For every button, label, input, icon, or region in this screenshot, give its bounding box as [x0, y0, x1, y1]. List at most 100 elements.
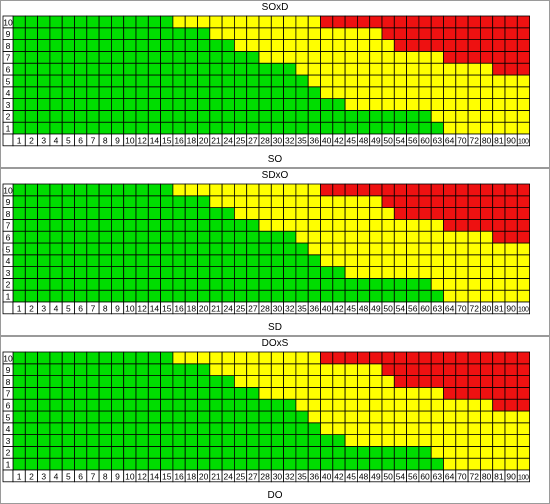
heatmap-cell — [516, 86, 530, 100]
heatmap-cell — [295, 15, 309, 29]
x-tick-label: 100 — [518, 138, 529, 145]
heatmap-cell — [381, 195, 395, 208]
heatmap-cell — [443, 51, 457, 64]
heatmap-cell — [221, 219, 235, 232]
heatmap-cell — [455, 230, 469, 244]
heatmap-cell — [332, 375, 346, 388]
x-tick-label: 72 — [470, 471, 480, 481]
heatmap-cell — [98, 398, 112, 412]
x-tick-label: 72 — [470, 135, 480, 145]
heatmap-cell — [147, 422, 162, 436]
heatmap-cell — [332, 422, 346, 436]
heatmap-cell — [283, 207, 297, 220]
heatmap-cell — [209, 62, 223, 76]
heatmap-cell — [332, 15, 346, 29]
heatmap-cell — [24, 207, 38, 220]
y-tick-label: 8 — [6, 377, 11, 387]
heatmap-cell — [209, 195, 223, 208]
heatmap-cell — [184, 121, 198, 135]
heatmap-cell — [86, 98, 100, 111]
heatmap-cell — [98, 15, 112, 29]
x-tick-label: 56 — [408, 471, 418, 481]
x-tick-label: 64 — [445, 303, 455, 313]
heatmap-cell — [246, 62, 260, 76]
heatmap-cell — [74, 351, 88, 365]
heatmap-cell — [37, 266, 51, 279]
x-tick-label: 10 — [125, 303, 135, 313]
heatmap-cell — [516, 278, 530, 291]
heatmap-cell — [455, 422, 469, 436]
heatmap-cell — [356, 27, 371, 40]
heatmap-cell — [283, 86, 297, 100]
heatmap-cell — [233, 254, 248, 268]
heatmap-cell — [344, 74, 358, 88]
heatmap-cell — [209, 230, 223, 244]
heatmap-cell — [37, 446, 51, 459]
x-tick-label: 63 — [433, 471, 443, 481]
heatmap-cell — [270, 39, 284, 52]
heatmap-cell — [61, 266, 75, 279]
heatmap-cell — [307, 183, 321, 197]
heatmap-cell — [49, 351, 63, 365]
heatmap-cell — [504, 219, 518, 232]
heatmap-cell — [332, 74, 346, 88]
heatmap-cell — [320, 278, 334, 291]
heatmap-cell — [320, 110, 334, 123]
heatmap-cell — [209, 457, 223, 471]
heatmap-cell — [320, 74, 334, 88]
heatmap-cell — [74, 121, 88, 135]
heatmap-cell — [172, 195, 186, 208]
heatmap-cell — [467, 207, 481, 220]
heatmap-cell — [49, 86, 63, 100]
heatmap-cell — [258, 230, 272, 244]
x-tick-label: 27 — [248, 135, 258, 145]
heatmap-cell — [332, 51, 346, 64]
heatmap-cell — [221, 51, 235, 64]
heatmap-cell — [430, 183, 444, 197]
heatmap-cell — [320, 51, 334, 64]
heatmap-cell — [295, 410, 309, 424]
heatmap-cell — [24, 457, 38, 471]
heatmap-cell — [295, 86, 309, 100]
heatmap-cell — [61, 121, 75, 135]
heatmap-cell — [172, 183, 186, 197]
heatmap-cell — [381, 254, 395, 268]
heatmap-cell — [233, 230, 248, 244]
heatmap-cell — [209, 242, 223, 256]
heatmap-cell — [61, 15, 75, 29]
heatmap-cell — [393, 422, 407, 436]
y-tick-label: 4 — [6, 88, 11, 98]
heatmap-cell — [430, 98, 444, 111]
heatmap-cell — [209, 51, 223, 64]
heatmap-cell — [12, 254, 26, 268]
heatmap-cell — [160, 242, 174, 256]
heatmap-cell — [209, 219, 223, 232]
heatmap-cell — [270, 86, 284, 100]
heatmap-cell — [455, 446, 469, 459]
heatmap-cell — [381, 387, 395, 400]
heatmap-cell — [147, 207, 162, 220]
heatmap-cell — [344, 278, 358, 291]
heatmap-cell — [430, 86, 444, 100]
heatmap-cell — [61, 398, 75, 412]
heatmap-cell — [246, 387, 260, 400]
heatmap-cell — [492, 363, 506, 376]
heatmap-cell — [516, 254, 530, 268]
heatmap-cell — [74, 195, 88, 208]
heatmap-cell — [147, 27, 162, 40]
heatmap-cell — [369, 207, 383, 220]
heatmap-cell — [430, 363, 444, 376]
heatmap-cell — [406, 387, 420, 400]
heatmap-cell — [233, 446, 248, 459]
heatmap-cell — [320, 27, 334, 40]
heatmap-cell — [393, 62, 407, 76]
heatmap-cell — [492, 422, 506, 436]
heatmap-cell — [479, 62, 494, 76]
x-tick-label: 3 — [41, 303, 46, 313]
heatmap-cell — [209, 254, 223, 268]
heatmap-cell — [221, 110, 235, 123]
heatmap-cell — [37, 375, 51, 388]
heatmap-cell — [111, 207, 125, 220]
heatmap-cell — [24, 398, 38, 412]
heatmap-cell — [172, 207, 186, 220]
